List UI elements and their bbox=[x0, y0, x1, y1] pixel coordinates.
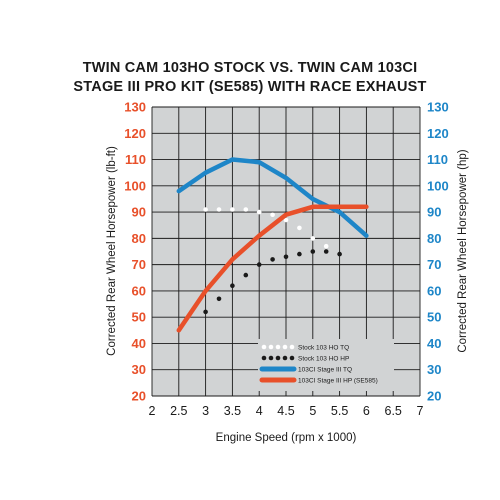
series-1-point-0 bbox=[203, 309, 208, 315]
series-0-point-7 bbox=[297, 225, 302, 231]
series-1-point-3 bbox=[243, 272, 249, 278]
legend-swatch-1-dot-4 bbox=[289, 355, 295, 361]
x-tick-label-0: 2 bbox=[149, 404, 156, 418]
x-tick-label-2: 3 bbox=[202, 404, 209, 418]
x-tick-label-10: 7 bbox=[417, 404, 424, 418]
y-tick-label-left-6: 80 bbox=[132, 231, 146, 246]
series-1-point-8 bbox=[310, 249, 316, 254]
series-0-point-1 bbox=[216, 207, 222, 212]
x-tick-label-1: 2.5 bbox=[170, 404, 187, 418]
y-tick-label-right-3: 50 bbox=[427, 310, 441, 325]
y-tick-label-left-0: 20 bbox=[132, 389, 146, 404]
y-tick-label-right-11: 130 bbox=[427, 100, 449, 115]
legend-swatch-0-dot-2 bbox=[275, 344, 281, 350]
y-tick-label-right-8: 100 bbox=[427, 178, 449, 193]
legend-swatch-0-dot-1 bbox=[268, 344, 274, 350]
x-tick-label-6: 5 bbox=[309, 404, 316, 418]
y-tick-label-left-7: 90 bbox=[132, 205, 146, 220]
y-tick-label-left-1: 30 bbox=[132, 362, 146, 377]
y-tick-label-right-6: 80 bbox=[427, 231, 441, 246]
legend-swatch-0-dot-4 bbox=[289, 344, 295, 350]
y-tick-label-left-2: 40 bbox=[132, 336, 146, 351]
series-line-3 bbox=[176, 204, 369, 333]
series-0-point-8 bbox=[310, 236, 316, 241]
series-line-2 bbox=[176, 157, 369, 238]
y-axis-label-right: Corrected Rear Wheel Horsepower (hp) bbox=[457, 149, 469, 352]
x-tick-label-8: 6 bbox=[363, 404, 370, 418]
y-tick-label-right-10: 120 bbox=[427, 126, 449, 141]
chart-title-line-1: TWIN CAM 103HO STOCK VS. TWIN CAM 103CI bbox=[82, 60, 418, 76]
series-1-point-10 bbox=[337, 251, 342, 257]
chart-title-line-2: STAGE III PRO KIT (SE585) WITH RACE EXHA… bbox=[73, 79, 427, 95]
series-1-point-9 bbox=[323, 249, 329, 254]
y-tick-label-left-3: 50 bbox=[132, 310, 146, 325]
x-tick-label-7: 5.5 bbox=[331, 404, 348, 418]
legend-swatch-0-dot-3 bbox=[282, 344, 288, 350]
x-tick-label-4: 4 bbox=[256, 404, 263, 418]
legend-swatch-1-dot-1 bbox=[268, 355, 274, 361]
series-1-point-6 bbox=[283, 254, 289, 260]
series-0-point-5 bbox=[270, 212, 275, 217]
legend-swatch-0-dot-0 bbox=[261, 344, 267, 350]
y-tick-label-right-5: 70 bbox=[427, 257, 441, 272]
legend: Stock 103 HO TQ Stock 103 HO HP 103CI Stag… bbox=[258, 339, 394, 391]
legend-swatch-1-dot-3 bbox=[282, 355, 288, 361]
series-layer bbox=[176, 157, 369, 333]
series-0-point-4 bbox=[256, 209, 262, 215]
legend-label-0: Stock 103 HO TQ bbox=[298, 344, 349, 351]
y-tick-label-left-11: 130 bbox=[124, 100, 146, 115]
y-tick-label-right-1: 30 bbox=[427, 362, 441, 377]
y-axis-label-left: Corrected Rear Wheel Horsepower (lb-ft) bbox=[106, 146, 118, 356]
y-tick-label-right-0: 20 bbox=[427, 389, 441, 404]
series-0-point-6 bbox=[283, 217, 289, 223]
series-1-point-7 bbox=[297, 251, 302, 257]
y-tick-label-left-8: 100 bbox=[124, 178, 146, 193]
y-tick-label-left-4: 60 bbox=[132, 283, 146, 298]
legend-label-1: Stock 103 HO HP bbox=[298, 355, 349, 362]
series-0-point-0 bbox=[203, 207, 208, 212]
y-tick-label-left-9: 110 bbox=[125, 152, 146, 167]
series-1-point-5 bbox=[270, 257, 275, 262]
legend-label-3: 103CI Stage III HP (SE585) bbox=[298, 377, 378, 384]
y-tick-label-right-9: 110 bbox=[427, 152, 448, 167]
y-tick-label-right-2: 40 bbox=[427, 336, 441, 351]
series-0-point-2 bbox=[230, 207, 235, 212]
y-tick-label-left-5: 70 bbox=[132, 257, 146, 272]
series-1-point-1 bbox=[216, 296, 222, 302]
y-tick-label-right-7: 90 bbox=[427, 205, 441, 220]
series-0-point-9 bbox=[323, 243, 329, 249]
legend-swatch-1-dot-0 bbox=[261, 355, 267, 361]
y-tick-label-left-10: 120 bbox=[124, 126, 146, 141]
x-tick-label-5: 4.5 bbox=[277, 404, 294, 418]
x-axis-label: Engine Speed (rpm x 1000) bbox=[216, 432, 357, 444]
legend-swatch-1-dot-2 bbox=[275, 355, 281, 361]
x-tick-label-9: 6.5 bbox=[385, 404, 402, 418]
x-tick-label-3: 3.5 bbox=[224, 404, 241, 418]
series-0-point-3 bbox=[243, 207, 249, 212]
series-1-point-2 bbox=[230, 283, 235, 289]
series-1-point-4 bbox=[256, 262, 262, 267]
legend-label-2: 103CI Stage III TQ bbox=[298, 366, 352, 373]
y-tick-label-right-4: 60 bbox=[427, 283, 441, 298]
